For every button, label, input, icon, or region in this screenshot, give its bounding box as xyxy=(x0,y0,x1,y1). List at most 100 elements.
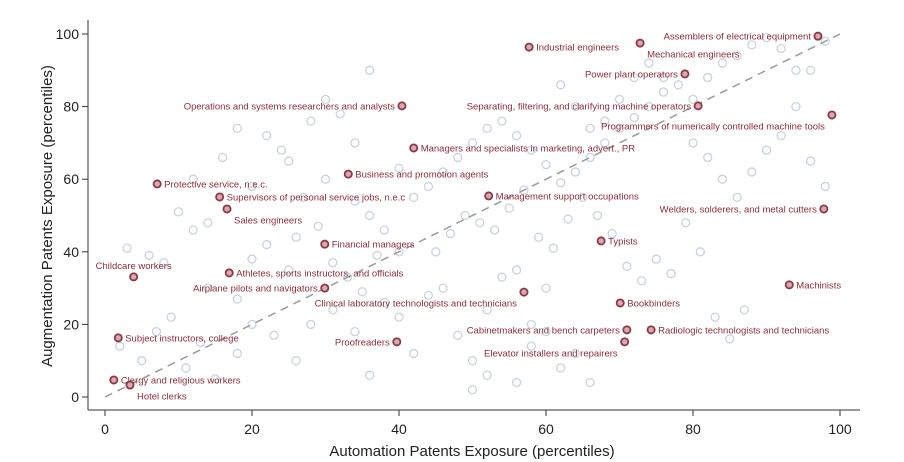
labeled-point xyxy=(397,101,407,111)
background-point xyxy=(122,243,132,253)
x-tick-label: 60 xyxy=(538,421,554,437)
labeled-point xyxy=(320,283,330,293)
background-point xyxy=(600,138,610,148)
background-point xyxy=(482,123,492,134)
y-tick-label: 20 xyxy=(63,316,79,332)
x-ticks: 0 20 40 60 80 100 xyxy=(101,410,852,437)
point-label: Management support occupations xyxy=(496,191,639,202)
labeled-point xyxy=(784,280,794,290)
point-label: Proofreaders xyxy=(335,337,390,348)
x-axis-label: Automation Patents Exposure (percentiles… xyxy=(329,443,614,460)
background-point xyxy=(805,65,816,75)
background-point xyxy=(306,319,316,330)
background-point xyxy=(747,40,757,50)
background-point xyxy=(475,218,485,228)
point-label: Welders, solderers, and metal cutters xyxy=(660,204,817,215)
background-point xyxy=(482,305,492,315)
background-point xyxy=(776,43,786,54)
background-point xyxy=(761,145,772,155)
background-point xyxy=(556,178,566,188)
background-point xyxy=(364,370,375,380)
labeled-point xyxy=(622,325,632,335)
background-point xyxy=(328,258,338,268)
labeled-point xyxy=(125,380,135,390)
background-point xyxy=(511,377,522,388)
labeled-point xyxy=(113,333,123,343)
background-point xyxy=(703,152,713,163)
background-point xyxy=(717,174,728,184)
background-point xyxy=(673,80,683,90)
background-point xyxy=(732,192,742,203)
point-label: Programmers of numerically controlled ma… xyxy=(601,121,825,132)
y-tick-label: 100 xyxy=(56,26,80,42)
background-point xyxy=(313,221,323,232)
labeled-point xyxy=(320,239,330,249)
background-point xyxy=(115,341,125,351)
y-tick-label: 0 xyxy=(71,389,79,405)
background-point xyxy=(570,167,581,177)
background-point xyxy=(467,138,478,148)
background-point xyxy=(269,330,279,340)
background-point xyxy=(688,94,698,104)
background-point xyxy=(791,101,801,112)
background-point xyxy=(592,210,603,221)
background-point xyxy=(739,305,750,315)
background-point xyxy=(614,123,625,134)
x-tick-label: 20 xyxy=(244,421,260,437)
background-point xyxy=(614,94,625,104)
background-point xyxy=(526,145,536,155)
labeled-point xyxy=(484,191,494,201)
background-point xyxy=(622,261,632,271)
background-point xyxy=(364,210,375,221)
background-point xyxy=(526,319,536,330)
background-point xyxy=(335,109,345,119)
background-point xyxy=(732,51,742,61)
background-point xyxy=(791,65,801,75)
point-label: Machinists xyxy=(796,280,841,291)
background-point xyxy=(350,196,360,206)
background-point xyxy=(629,112,639,123)
background-point xyxy=(710,312,720,322)
point-label: Supervisors of personal service jobs, n.… xyxy=(227,192,406,203)
background-point xyxy=(511,130,522,141)
point-label: Protective service, n.e.c. xyxy=(164,179,267,190)
point-label: Separating, filtering, and clarifying ma… xyxy=(467,101,692,112)
background-point xyxy=(320,94,331,104)
background-point xyxy=(394,247,404,257)
background-point xyxy=(357,287,367,297)
background-point xyxy=(585,152,595,163)
background-point xyxy=(137,356,147,366)
labeled-point xyxy=(524,42,534,52)
background-point xyxy=(585,123,595,134)
background-point xyxy=(607,228,617,239)
background-point xyxy=(548,243,558,253)
labeled-point xyxy=(646,325,656,335)
background-point xyxy=(328,305,338,315)
background-point xyxy=(541,327,551,337)
point-label: Business and promotion agents xyxy=(355,170,488,181)
background-point xyxy=(438,167,448,177)
labeled-point xyxy=(129,272,139,282)
labeled-point xyxy=(819,204,829,214)
background-point xyxy=(210,374,220,384)
point-label: Childcare workers xyxy=(96,261,172,272)
background-point xyxy=(262,239,272,250)
x-tick-label: 0 xyxy=(101,421,109,437)
background-point xyxy=(262,130,272,141)
background-point xyxy=(203,283,213,293)
background-point xyxy=(151,327,162,337)
background-point xyxy=(159,258,169,268)
background-point xyxy=(364,65,375,75)
background-point xyxy=(394,312,404,322)
background-point xyxy=(747,167,757,177)
y-tick-label: 60 xyxy=(63,171,79,187)
labeled-point xyxy=(109,375,119,385)
background-point xyxy=(717,58,728,68)
background-point xyxy=(350,138,360,148)
background-point xyxy=(644,58,654,68)
background-point xyxy=(585,377,595,388)
background-point xyxy=(636,276,647,286)
background-point xyxy=(453,152,463,163)
point-label: Cabinetmakers and bench carpeters xyxy=(467,325,620,336)
